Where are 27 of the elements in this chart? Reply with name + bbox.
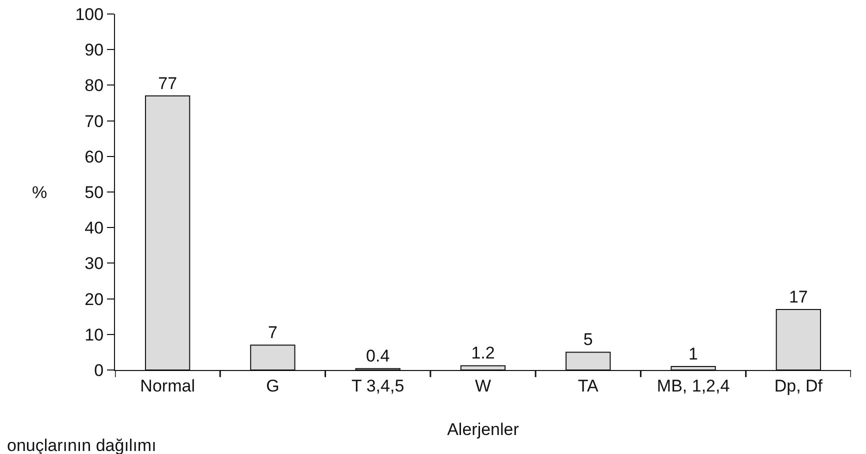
y-tick-label: 0 <box>94 360 104 380</box>
y-tick-label: 60 <box>84 147 104 166</box>
y-axis-title: % <box>32 183 48 202</box>
y-tick-label: 10 <box>84 325 104 344</box>
data-label: 5 <box>583 330 593 350</box>
data-label: 1 <box>688 344 698 364</box>
y-tick-label: 80 <box>84 76 104 96</box>
x-axis-title: Alerjenler <box>447 420 520 439</box>
x-tick-label: Normal <box>140 376 195 396</box>
y-tick-label: 100 <box>75 4 104 24</box>
x-tick-label: W <box>474 376 492 396</box>
data-label: 1.2 <box>471 344 495 363</box>
y-tick-label: 30 <box>84 254 104 274</box>
x-tick-label: Dp, Df <box>774 376 823 396</box>
y-tick-label: 50 <box>84 182 104 202</box>
y-tick-label: 70 <box>84 112 104 131</box>
data-label: 77 <box>158 74 178 93</box>
data-label: 0.4 <box>366 346 390 366</box>
x-tick-label: MB, 1,2,4 <box>656 376 730 396</box>
x-tick-label: T 3,4,5 <box>352 376 404 396</box>
x-tick-label: G <box>266 376 280 396</box>
y-tick-label: 90 <box>84 40 104 60</box>
y-tick-label: 20 <box>84 290 104 309</box>
y-tick-label: 40 <box>84 218 104 238</box>
x-tick-label: TA <box>578 376 600 396</box>
data-label: 17 <box>788 287 808 306</box>
data-label: 7 <box>268 323 278 342</box>
